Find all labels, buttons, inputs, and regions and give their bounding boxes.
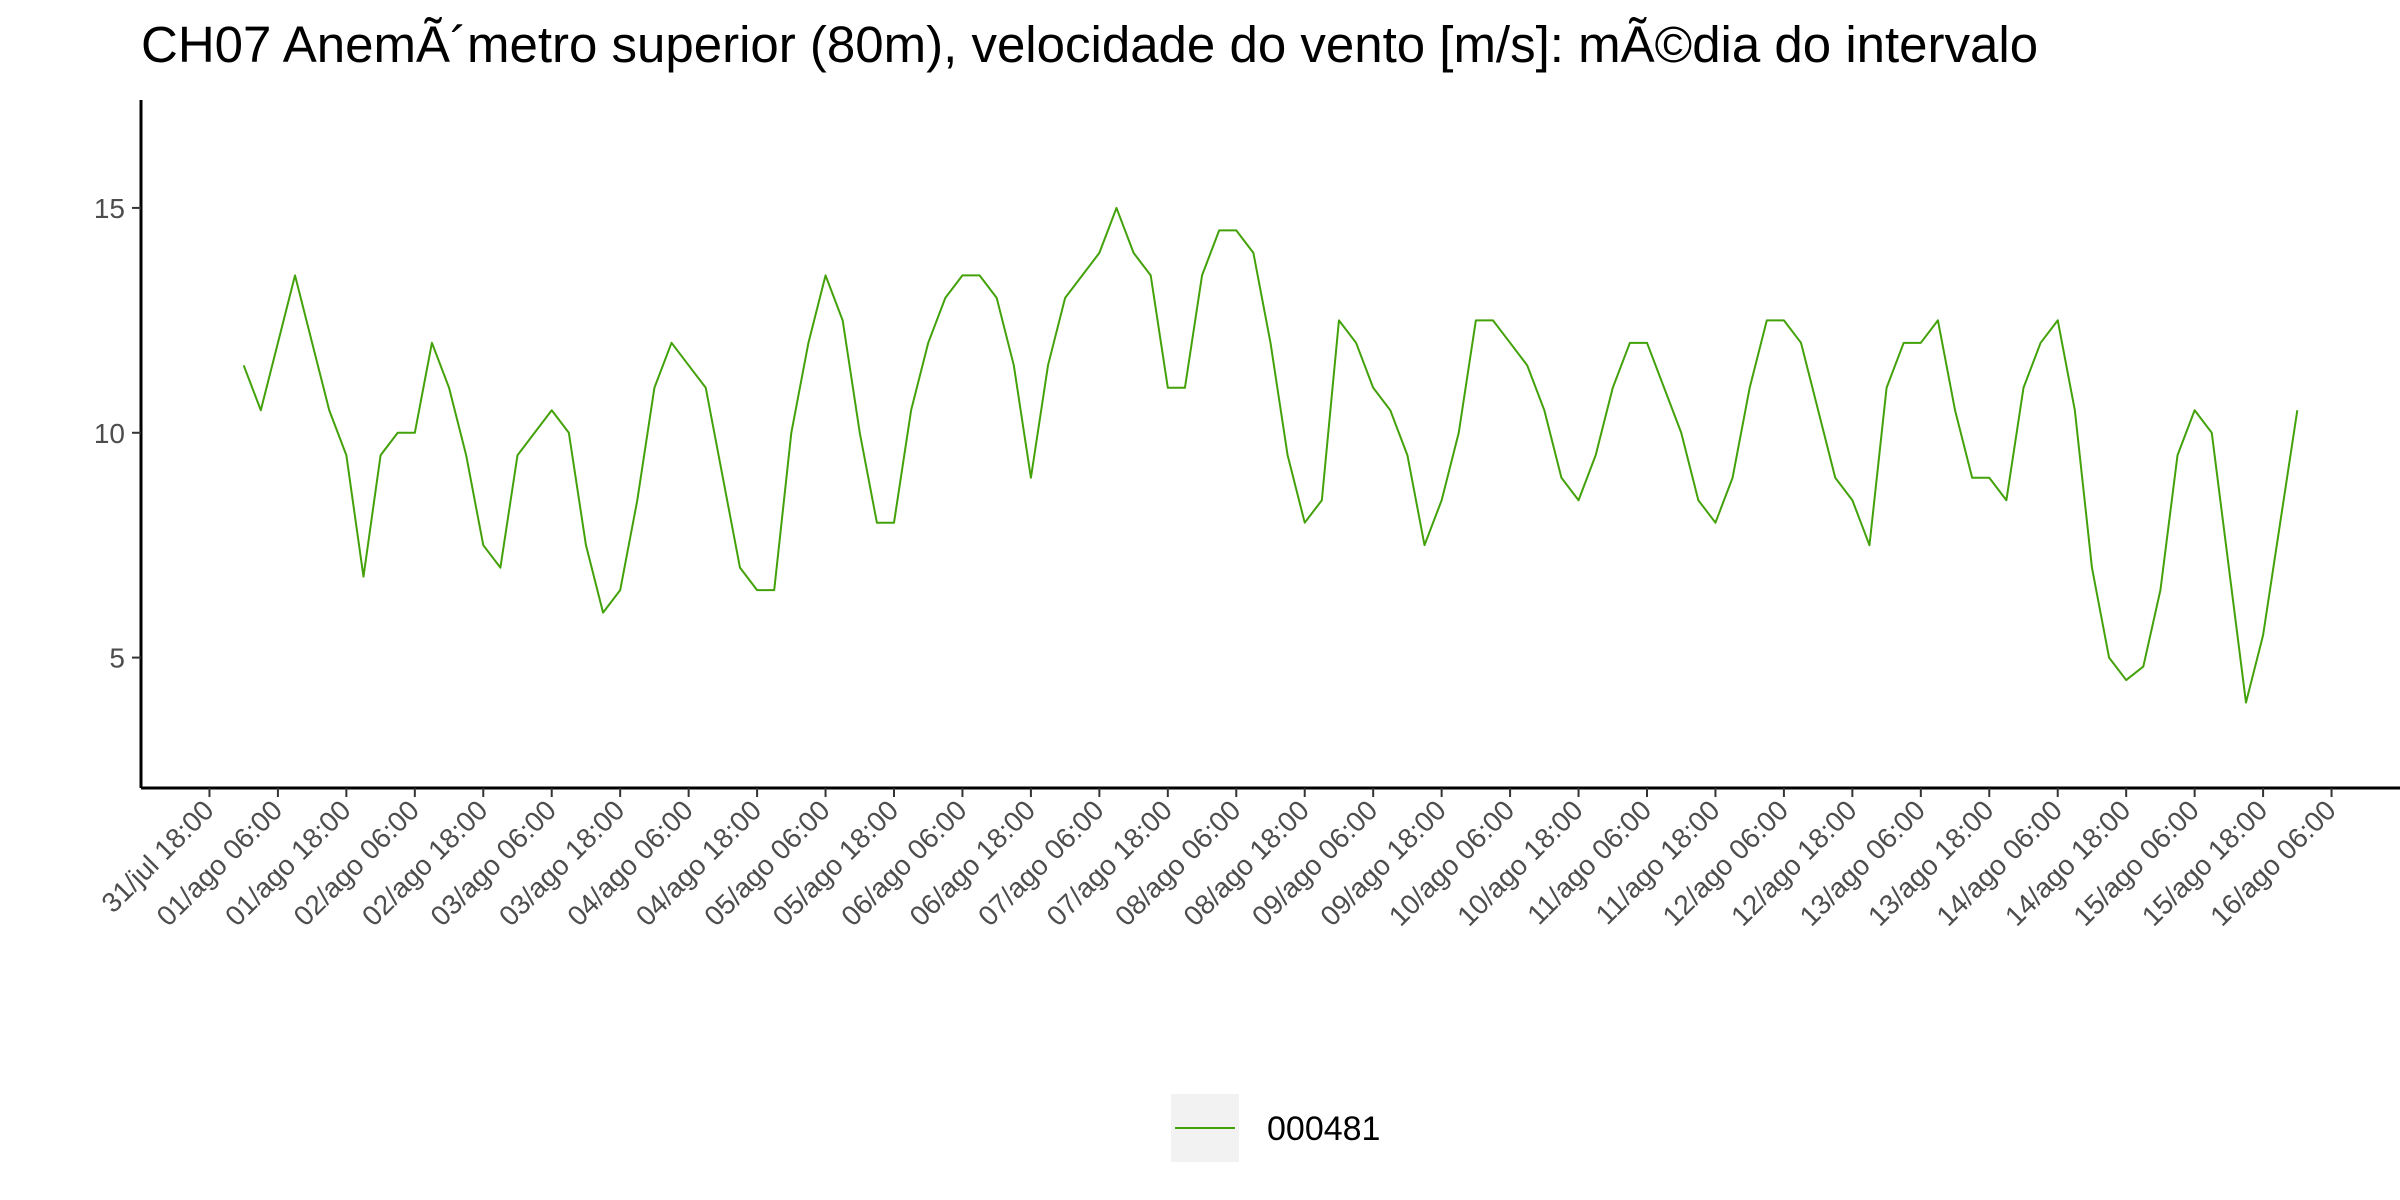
y-tick-label: 10 xyxy=(94,418,125,449)
chart-title: CH07 AnemÃ´metro superior (80m), velocid… xyxy=(141,16,2038,73)
y-tick-label: 5 xyxy=(109,643,125,674)
data-line xyxy=(242,206,2299,704)
y-tick-label: 15 xyxy=(94,193,125,224)
legend-label: 000481 xyxy=(1267,1110,1380,1148)
